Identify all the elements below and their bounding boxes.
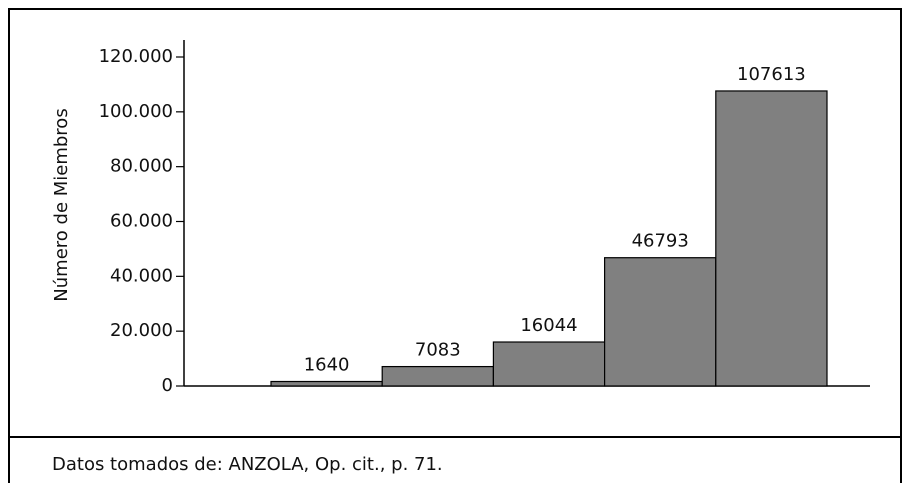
- y-tick-label: 0: [162, 375, 173, 396]
- bar: [715, 90, 828, 387]
- bar: [270, 380, 383, 387]
- y-tick-label: 40.000: [110, 265, 173, 286]
- data-label: 107613: [737, 64, 806, 85]
- data-label: 16044: [520, 315, 577, 336]
- bar: [381, 365, 495, 387]
- y-tick-label: 60.000: [110, 211, 173, 232]
- data-label: 46793: [632, 231, 689, 252]
- bar: [492, 341, 606, 387]
- y-tick-label: 20.000: [110, 320, 173, 341]
- source-note: Datos tomados de: ANZOLA, Op. cit., p. 7…: [52, 454, 443, 475]
- y-tick-label: 80.000: [110, 156, 173, 177]
- y-tick-label: 120.000: [99, 46, 173, 67]
- data-label: 7083: [415, 340, 461, 361]
- bar: [603, 257, 717, 387]
- data-label: 1640: [304, 355, 350, 376]
- y-tick-label: 100.000: [99, 101, 173, 122]
- frame: [8, 8, 902, 483]
- y-axis-label: Número de Miembros: [51, 108, 72, 301]
